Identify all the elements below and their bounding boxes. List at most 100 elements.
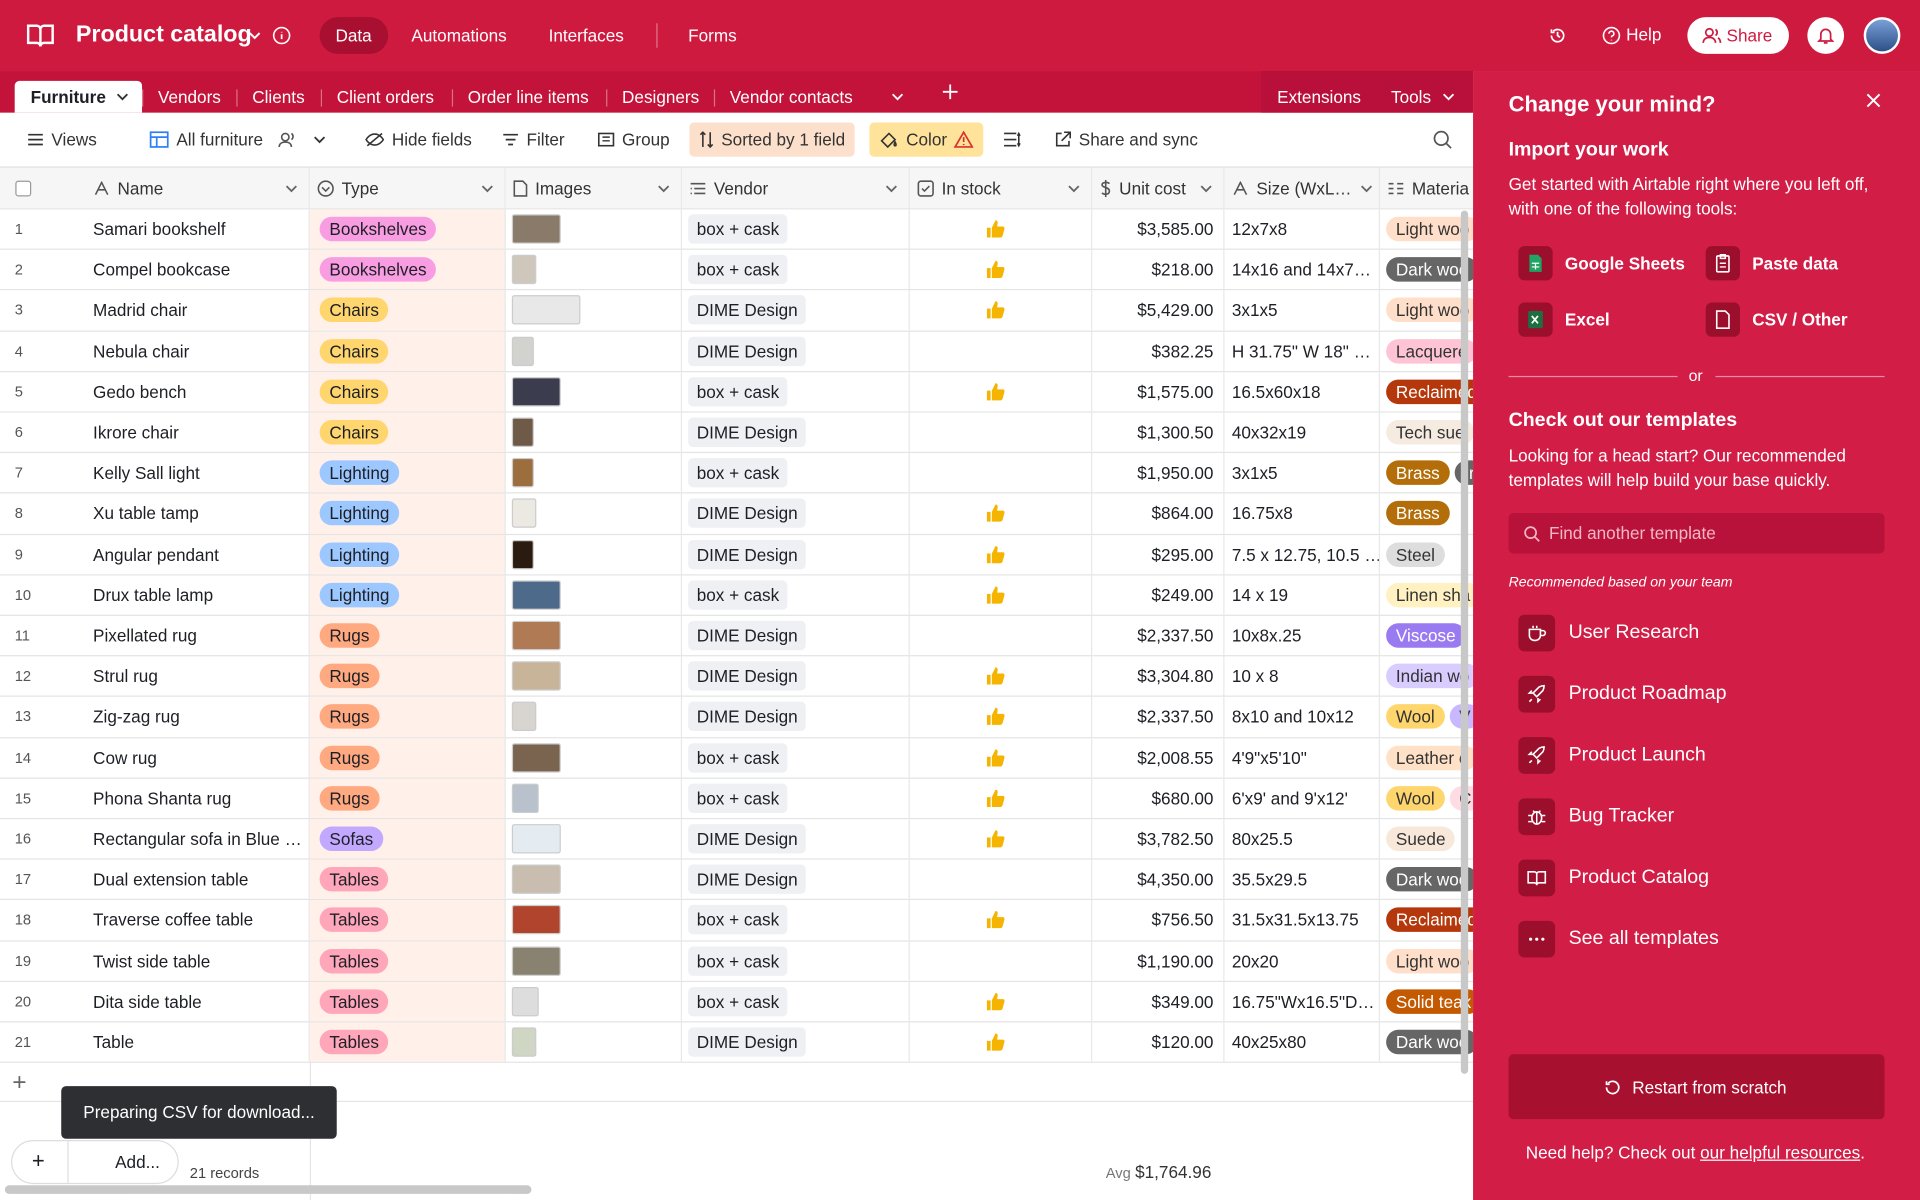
images-cell[interactable] [506, 575, 683, 615]
type-cell[interactable]: Tables [309, 941, 506, 981]
h-scrollbar[interactable] [4, 1185, 532, 1194]
column-header[interactable]: Name [73, 167, 310, 209]
record-row[interactable]: 17 Dual extension table Tables DIME Design $… [0, 859, 1474, 901]
name-cell[interactable]: Angular pendant [73, 534, 310, 575]
record-row[interactable]: 1 Samari bookshelf Bookshelves box + cask $3… [0, 209, 1474, 251]
type-cell[interactable]: Chairs [309, 412, 506, 453]
size-cell[interactable]: 10x8x.25 [1224, 615, 1380, 656]
add-button[interactable]: + Add... [11, 1140, 179, 1185]
type-cell[interactable]: Lighting [309, 493, 506, 534]
unit-cost-cell[interactable]: $3,304.80 [1092, 656, 1225, 696]
type-cell[interactable]: Chairs [309, 331, 506, 371]
images-cell[interactable] [506, 615, 683, 656]
in-stock-cell[interactable] [910, 941, 1093, 981]
column-header[interactable]: Materia [1380, 167, 1474, 209]
images-cell[interactable] [506, 737, 683, 778]
search[interactable] [1433, 130, 1453, 153]
template-label[interactable]: Product Roadmap [1568, 683, 1727, 705]
type-cell[interactable]: Bookshelves [309, 209, 506, 249]
base-title[interactable]: Product catalog [75, 22, 252, 48]
material-cell[interactable]: Linen sha [1380, 575, 1474, 614]
vendor-cell[interactable]: DIME Design [682, 412, 910, 453]
type-cell[interactable]: Chairs [309, 371, 506, 412]
unit-cost-cell[interactable]: $756.50 [1092, 900, 1225, 940]
template-label[interactable]: Product Launch [1568, 744, 1706, 766]
in-stock-cell[interactable] [910, 331, 1093, 371]
vendor-cell[interactable]: box + cask [682, 981, 910, 1022]
unit-cost-cell[interactable]: $218.00 [1092, 250, 1225, 290]
size-cell[interactable]: 6'x9' and 9'x12' [1224, 778, 1380, 818]
unit-cost-cell[interactable]: $5,429.00 [1092, 290, 1225, 331]
in-stock-cell[interactable] [910, 900, 1093, 940]
type-cell[interactable]: Rugs [309, 615, 506, 656]
column-header[interactable]: Type [309, 167, 506, 209]
tab[interactable]: Client orders [336, 86, 434, 107]
unit-cost-cell[interactable]: $1,190.00 [1092, 941, 1225, 981]
material-cell[interactable]: Dark woo [1380, 250, 1474, 289]
record-row[interactable]: 16 Rectangular sofa in Blue … Sofas DIME De… [0, 819, 1474, 860]
in-stock-cell[interactable] [910, 819, 1093, 859]
history-icon[interactable] [1548, 26, 1568, 46]
name-cell[interactable]: Drux table lamp [73, 575, 310, 615]
in-stock-cell[interactable] [910, 493, 1093, 534]
template-label[interactable]: User Research [1568, 622, 1700, 643]
column-header[interactable]: Unit cost [1092, 167, 1225, 209]
material-cell[interactable]: Light woo [1380, 941, 1474, 980]
nav-item[interactable]: Interfaces [548, 25, 624, 46]
tool-icon[interactable] [1518, 302, 1553, 337]
images-cell[interactable] [506, 250, 683, 290]
material-cell[interactable]: Light woo [1380, 291, 1474, 330]
vendor-cell[interactable]: box + cask [682, 250, 910, 290]
type-cell[interactable]: Chairs [309, 290, 506, 331]
in-stock-cell[interactable] [910, 859, 1093, 900]
material-cell[interactable]: Light woo [1380, 209, 1474, 248]
unit-cost-cell[interactable]: $3,585.00 [1092, 209, 1225, 249]
toolbar-views[interactable]: Views [17, 122, 107, 156]
unit-cost-cell[interactable]: $1,575.00 [1092, 371, 1225, 412]
size-cell[interactable]: 31.5x31.5x13.75 [1224, 900, 1380, 940]
size-cell[interactable]: 16.75x8 [1224, 493, 1380, 534]
record-row[interactable]: 6 Ikrore chair Chairs DIME Design $1,300.50 4… [0, 412, 1474, 454]
add-row[interactable]: + [12, 1068, 27, 1096]
toolbar-group[interactable]: Group [588, 122, 680, 156]
row-height[interactable] [1003, 131, 1023, 152]
material-cell[interactable]: Viscose [1380, 616, 1473, 655]
column-header[interactable]: In stock [909, 167, 1093, 209]
size-cell[interactable]: 3x1x5 [1224, 290, 1380, 331]
type-cell[interactable]: Sofas [309, 819, 506, 859]
type-cell[interactable]: Rugs [309, 697, 506, 737]
unit-cost-cell[interactable]: $2,008.55 [1092, 737, 1225, 778]
record-row[interactable]: 15 Phona Shanta rug Rugs box + cask $680.00 6… [0, 778, 1474, 820]
restart-button[interactable]: Restart from scratch [1508, 1054, 1885, 1120]
record-row[interactable]: 8 Xu table tamp Lighting DIME Design $864.00… [0, 493, 1474, 535]
size-cell[interactable]: 12x7x8 [1224, 209, 1380, 249]
toolbar-color[interactable]: Color [869, 122, 984, 157]
in-stock-cell[interactable] [910, 1022, 1093, 1062]
close-icon[interactable] [1866, 93, 1881, 108]
size-cell[interactable]: H 31.75" W 18" … [1224, 331, 1380, 371]
name-cell[interactable]: Twist side table [73, 941, 310, 981]
images-cell[interactable] [506, 941, 683, 981]
tab[interactable]: Vendor contacts [729, 86, 853, 107]
images-cell[interactable] [506, 331, 683, 371]
images-cell[interactable] [506, 859, 683, 900]
name-cell[interactable]: Dita side table [73, 981, 310, 1022]
vendor-cell[interactable]: DIME Design [682, 534, 910, 575]
name-cell[interactable]: Traverse coffee table [73, 900, 310, 940]
record-row[interactable]: 4 Nebula chair Chairs DIME Design $382.25 H 3… [0, 331, 1474, 372]
v-scrollbar[interactable] [1460, 210, 1469, 1074]
type-cell[interactable]: Tables [309, 859, 506, 900]
vendor-cell[interactable]: DIME Design [682, 656, 910, 696]
tab[interactable]: Clients [252, 86, 305, 107]
material-cell[interactable]: Leather c [1380, 738, 1474, 777]
record-row[interactable]: 9 Angular pendant Lighting DIME Design $295.… [0, 534, 1474, 576]
name-cell[interactable]: Dual extension table [73, 859, 310, 900]
size-cell[interactable]: 3x1x5 [1224, 453, 1380, 493]
in-stock-cell[interactable] [910, 290, 1093, 331]
size-cell[interactable]: 80x25.5 [1224, 819, 1380, 859]
unit-cost-cell[interactable]: $3,782.50 [1092, 819, 1225, 859]
record-row[interactable]: 21 Table Tables DIME Design $120.00 40x25x80 D… [0, 1022, 1474, 1064]
size-cell[interactable]: 20x20 [1224, 941, 1380, 981]
name-cell[interactable]: Madrid chair [73, 290, 310, 331]
unit-cost-cell[interactable]: $295.00 [1092, 534, 1225, 575]
